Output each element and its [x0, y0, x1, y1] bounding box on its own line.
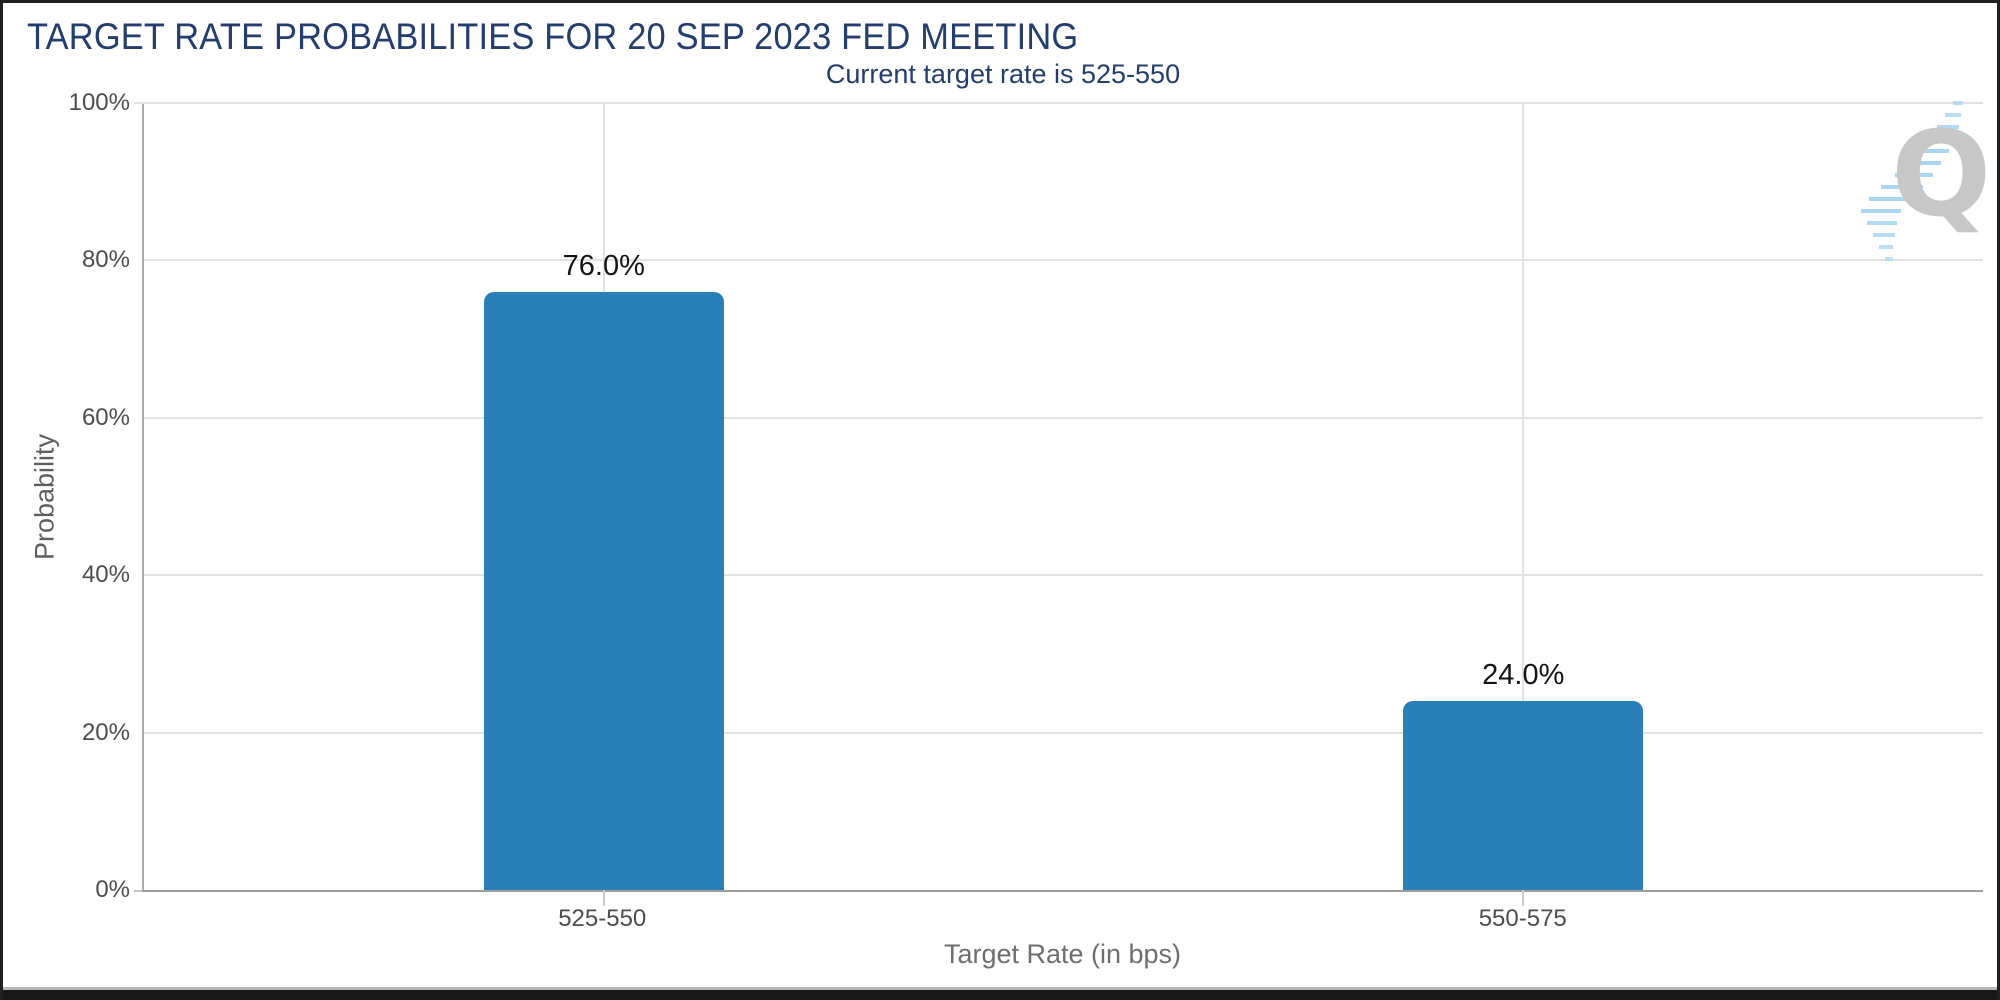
y-gridline	[134, 102, 1983, 104]
chart-title: TARGET RATE PROBABILITIES FOR 20 SEP 202…	[27, 16, 1079, 57]
x-tick-mark	[1522, 890, 1525, 906]
y-tick-label: 100%	[68, 89, 130, 116]
x-axis-labels: 525-550 550-575	[142, 905, 1983, 935]
y-gridline	[144, 416, 1983, 419]
x-tick-label: 550-575	[1478, 905, 1567, 932]
y-tick-label: 80%	[81, 246, 130, 274]
bar-value-label: 24.0%	[1482, 659, 1565, 692]
watermark-q-letter: Q	[1891, 105, 1992, 243]
y-tick-label: 20%	[81, 718, 130, 746]
y-gridline	[144, 574, 1983, 577]
y-tick-label: 40%	[81, 561, 130, 589]
y-tick-label: 0%	[95, 876, 130, 903]
plot-area: 0% 20% 40% 60% 80% 100% 76.0% 24.0%	[69, 90, 1983, 906]
x-gridline	[1522, 103, 1525, 890]
y-gridline	[144, 259, 1983, 262]
y-tick-mark	[134, 890, 142, 892]
x-tick-mark	[602, 890, 605, 906]
y-gridline	[144, 731, 1983, 734]
bar-value-label: 76.0%	[562, 249, 645, 282]
watermark-stripes-icon	[1861, 101, 1963, 261]
chart-subtitle: Current target rate is 525-550	[825, 59, 1181, 89]
probability-bar	[483, 291, 724, 890]
quandl-watermark: Q	[1841, 95, 1997, 270]
probability-bar	[1403, 701, 1644, 890]
x-axis-title: Target Rate (in bps)	[943, 939, 1182, 969]
x-tick-label: 525-550	[558, 905, 647, 932]
y-axis-title: Probability	[29, 433, 60, 561]
y-tick-label: 60%	[81, 403, 130, 431]
bottom-border	[3, 987, 1997, 1000]
